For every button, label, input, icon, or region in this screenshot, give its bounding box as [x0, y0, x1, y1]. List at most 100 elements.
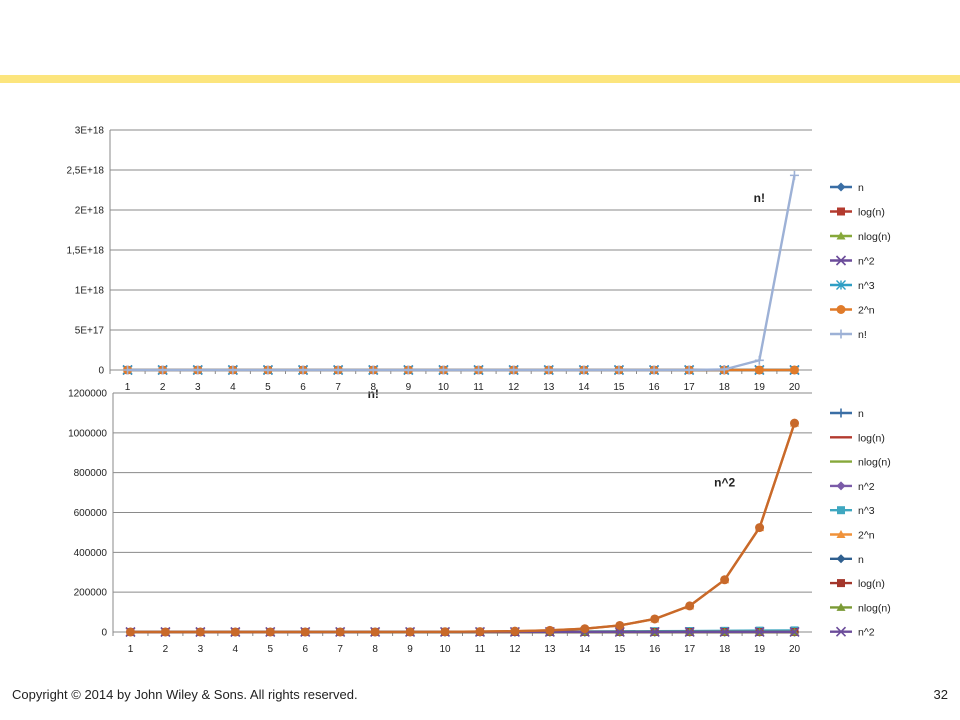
legend-item-n-2: n^2: [830, 481, 875, 493]
data-point: [230, 627, 240, 637]
data-point: [615, 620, 625, 630]
x-tick-label: 19: [754, 382, 766, 393]
legend-item-n: n: [830, 554, 864, 566]
x-tick-label: 20: [789, 644, 801, 655]
y-tick-label: 200000: [74, 588, 108, 599]
x-tick-label: 13: [544, 644, 556, 655]
y-tick-label: 1000000: [68, 428, 107, 439]
legend-item-2-n: 2^n: [830, 530, 875, 542]
legend-marker: [836, 280, 846, 290]
x-tick-label: 11: [473, 382, 484, 393]
x-tick-label: 6: [302, 644, 308, 655]
legend-label: n^3: [858, 505, 875, 517]
x-tick-label: 16: [649, 644, 661, 655]
data-point: [754, 626, 765, 637]
y-tick-label: 1200000: [68, 389, 107, 400]
data-point: [789, 170, 799, 180]
legend-label: n^3: [858, 280, 875, 292]
x-tick-label: 4: [233, 644, 239, 655]
x-tick-label: 8: [372, 644, 378, 655]
x-tick-label: 15: [614, 644, 626, 655]
data-point: [790, 418, 800, 428]
legend-label: n: [858, 554, 864, 566]
x-tick-label: 7: [337, 644, 343, 655]
data-point: [649, 626, 660, 638]
legend-label: n!: [858, 329, 867, 341]
legend-label: log(n): [858, 578, 885, 590]
series-2-n: [125, 418, 800, 637]
data-point: [123, 365, 133, 375]
legend-marker: [836, 481, 846, 491]
x-tick-label: 7: [335, 382, 341, 393]
x-tick-label: 2: [160, 382, 166, 393]
x-tick-label: 3: [198, 644, 204, 655]
y-tick-label: 5E+17: [75, 326, 105, 337]
annotation-label: n!: [368, 387, 379, 401]
data-point: [438, 365, 448, 375]
data-point: [335, 627, 345, 637]
series-2-n: [125, 418, 800, 636]
legend-marker: [836, 182, 846, 192]
data-point: [614, 365, 624, 375]
data-point: [193, 365, 203, 375]
legend-marker: [837, 506, 845, 515]
y-tick-label: 0: [101, 628, 107, 639]
data-point: [263, 365, 273, 375]
y-tick-label: 0: [98, 366, 104, 377]
legend-marker: [836, 329, 846, 339]
annotation-label: n!: [754, 191, 765, 205]
legend-item-nlog-n: nlog(n): [830, 231, 891, 243]
data-point: [684, 626, 695, 638]
legend-label: log(n): [858, 432, 885, 444]
legend-marker: [835, 626, 847, 637]
y-tick-label: 3E+18: [75, 126, 105, 137]
data-point: [440, 627, 450, 637]
legend-label: log(n): [858, 207, 885, 219]
annotation-label: n^2: [714, 476, 735, 490]
data-point: [300, 627, 310, 637]
x-tick-label: 18: [719, 382, 731, 393]
data-point: [405, 627, 415, 637]
series-line-2-n: [130, 422, 796, 634]
legend-item-log-n: log(n): [830, 578, 885, 590]
lower-chart: 0 200000 400000 600000 800000 1000000 1200000 1…: [68, 389, 891, 656]
data-point: [475, 627, 485, 637]
data-point: [195, 627, 205, 637]
data-point: [650, 614, 660, 624]
data-point: [720, 575, 730, 585]
x-tick-label: 16: [648, 382, 660, 393]
legend-item-nlog-n: nlog(n): [830, 602, 891, 614]
data-point: [158, 365, 168, 375]
x-tick-label: 12: [508, 382, 520, 393]
legend-label: n: [858, 408, 864, 420]
data-point: [685, 601, 695, 611]
data-point: [719, 364, 729, 374]
x-tick-label: 1: [128, 644, 134, 655]
legend-label: nlog(n): [858, 231, 891, 243]
legend-item-n: n: [830, 408, 864, 420]
legend-label: n^2: [858, 627, 875, 639]
data-point: [368, 365, 378, 375]
x-tick-label: 5: [267, 644, 273, 655]
legend-item-n: n: [830, 182, 864, 194]
x-tick-label: 18: [719, 644, 731, 655]
data-point: [298, 365, 308, 375]
x-tick-label: 9: [407, 644, 413, 655]
legend-item-n-3: n^3: [830, 280, 875, 292]
legend-marker: [837, 207, 845, 216]
y-tick-label: 800000: [74, 468, 108, 479]
x-tick-label: 11: [475, 644, 486, 655]
series-n: [123, 170, 799, 375]
x-tick-label: 5: [265, 382, 271, 393]
y-tick-label: 600000: [74, 508, 108, 519]
x-tick-label: 10: [439, 644, 451, 655]
data-point: [754, 355, 764, 365]
y-tick-label: 2E+18: [75, 206, 105, 217]
data-point: [403, 365, 413, 375]
legend-label: n^2: [858, 256, 875, 268]
x-tick-label: 14: [579, 644, 591, 655]
legend-marker: [836, 408, 846, 418]
data-point: [579, 365, 589, 375]
data-point: [474, 365, 484, 375]
